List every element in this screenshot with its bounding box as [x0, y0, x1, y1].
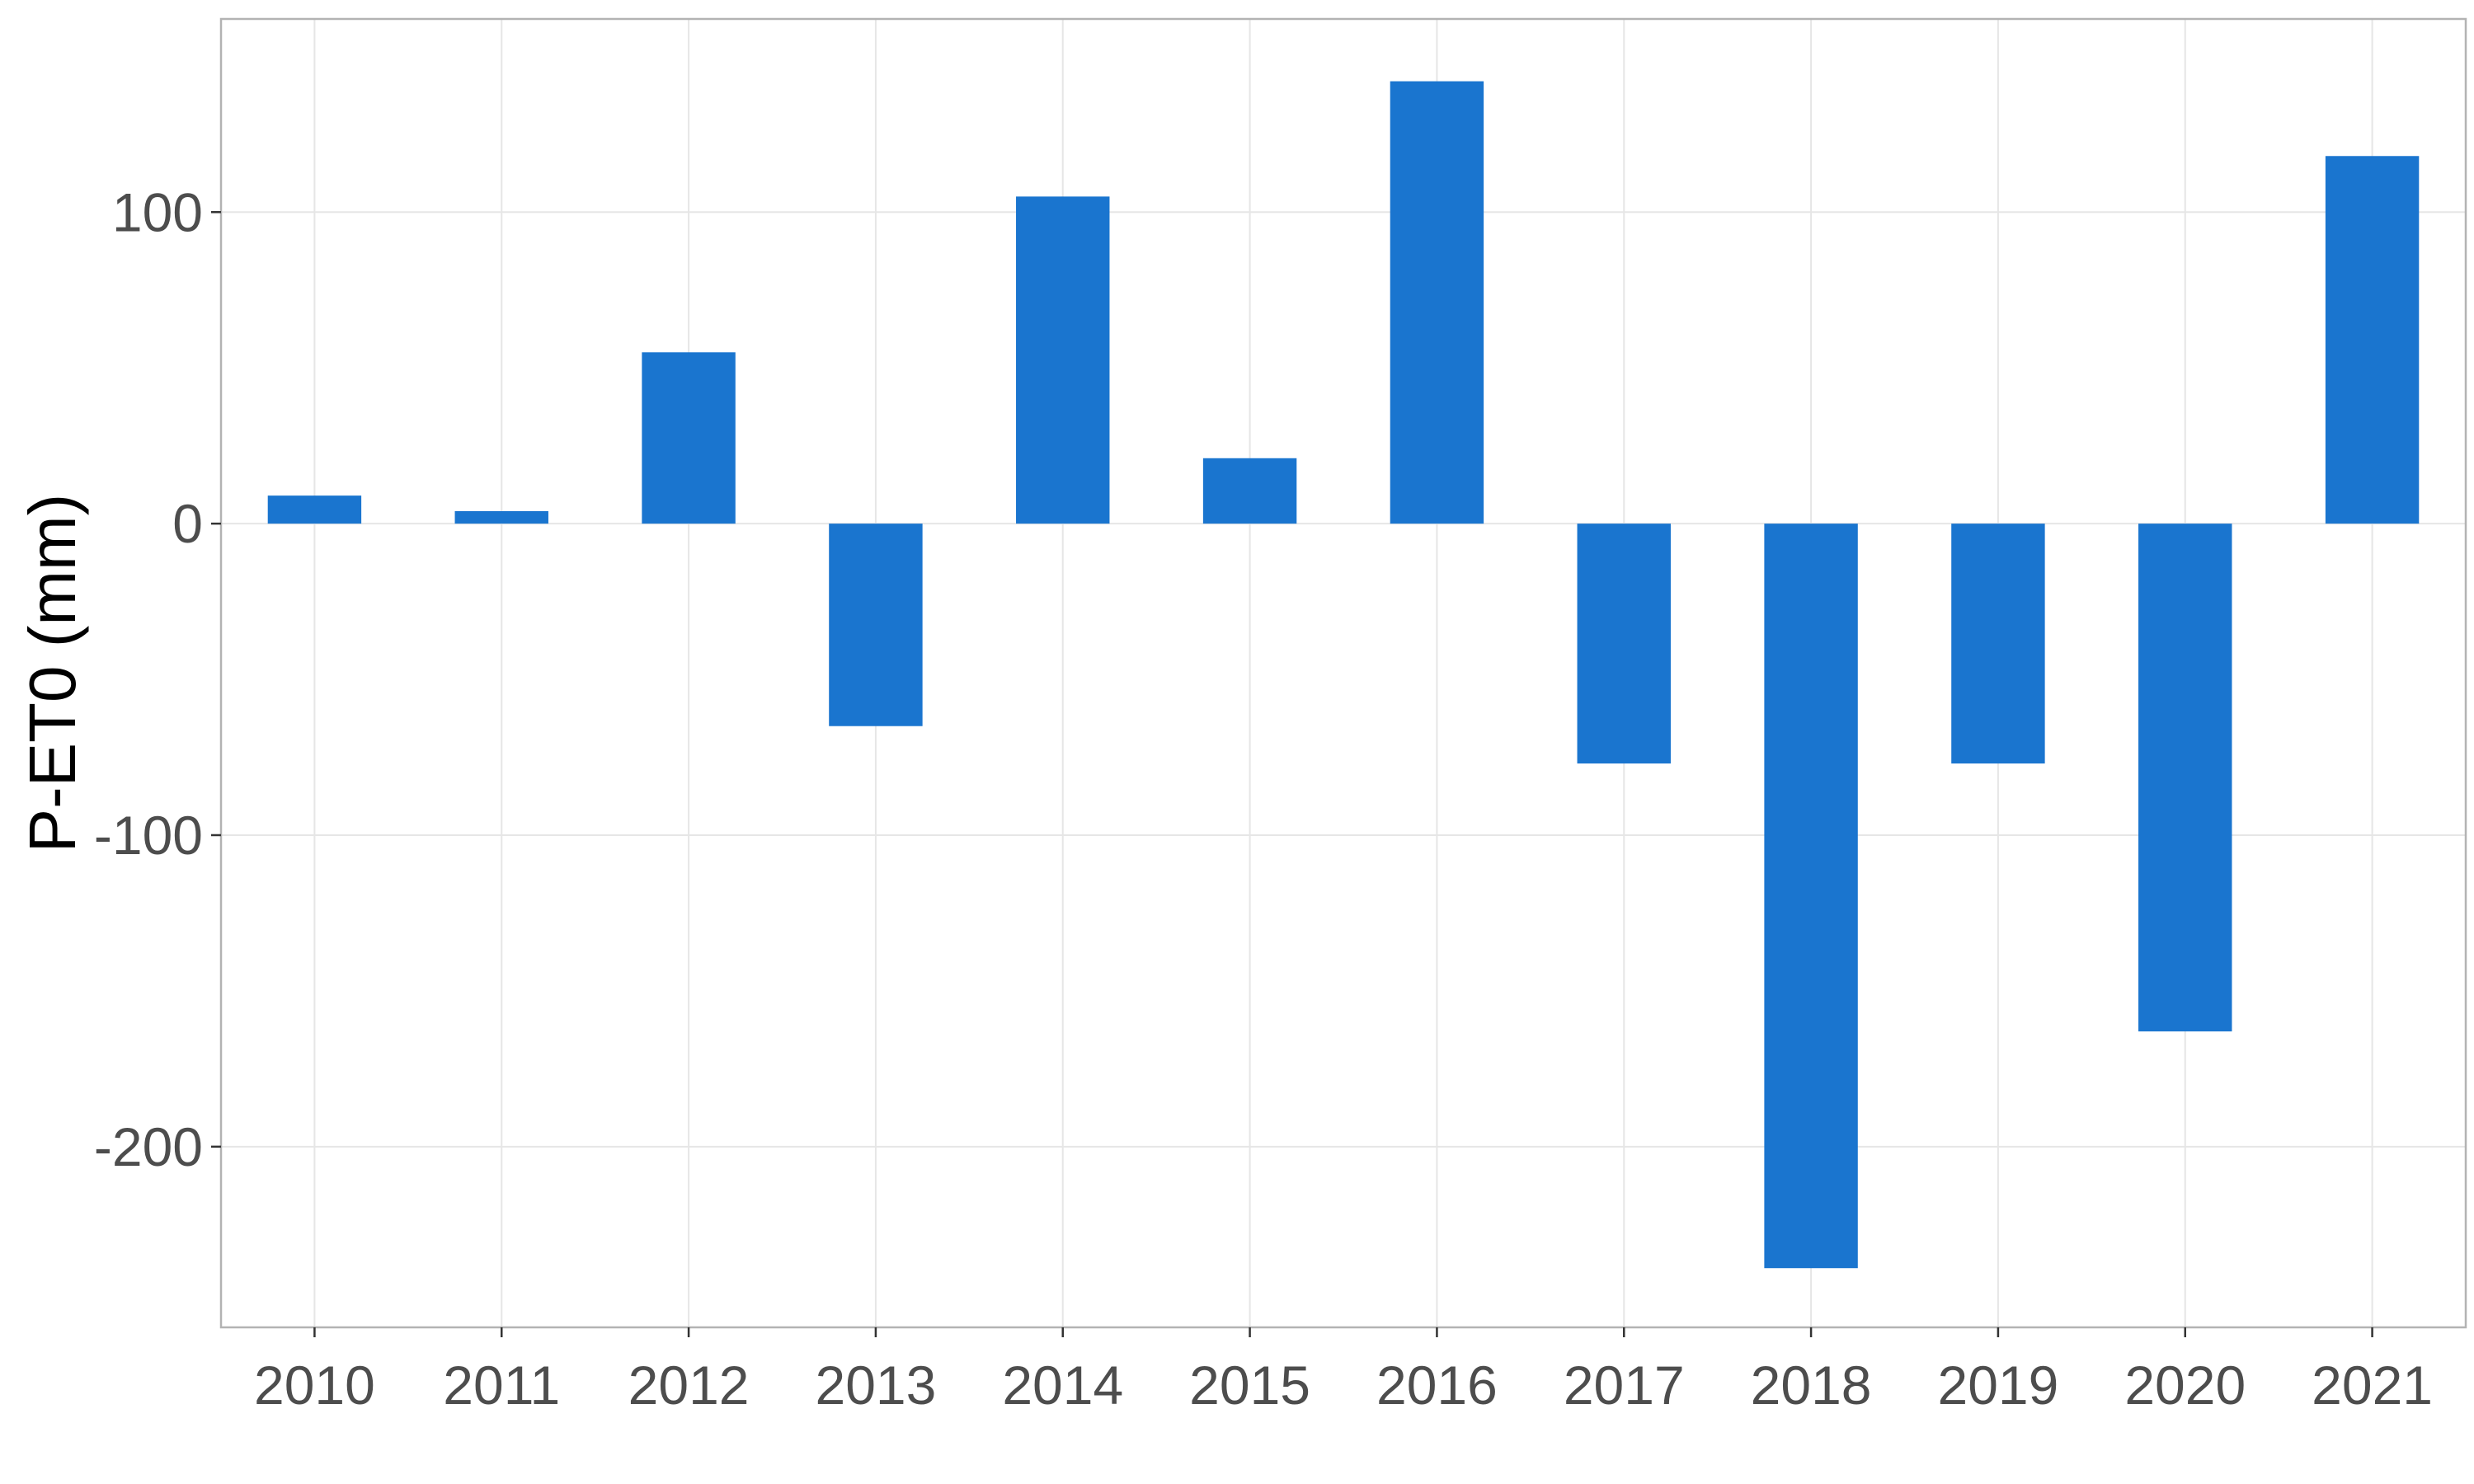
bar-2012: [642, 352, 736, 524]
x-tick-label: 2012: [628, 1355, 750, 1416]
bar-2018: [1764, 524, 1858, 1269]
x-tick-label: 2019: [1938, 1355, 2059, 1416]
x-tick-label: 2016: [1376, 1355, 1498, 1416]
x-tick-label: 2013: [816, 1355, 937, 1416]
x-tick-label: 2020: [2124, 1355, 2246, 1416]
bar-2020: [2138, 524, 2232, 1032]
x-tick-label: 2014: [1002, 1355, 1123, 1416]
x-tick-label: 2017: [1564, 1355, 1685, 1416]
y-axis-title: P-ET0 (mm): [16, 494, 89, 853]
bar-2021: [2325, 156, 2420, 524]
x-tick-label: 2018: [1751, 1355, 1872, 1416]
bar-2019: [1951, 524, 2045, 764]
y-tick-label: 0: [172, 493, 203, 554]
bar-2013: [829, 524, 923, 726]
y-tick-label: 100: [112, 181, 203, 242]
bar-2014: [1016, 196, 1110, 524]
bars: [267, 81, 2420, 1269]
x-tick-label: 2010: [254, 1355, 375, 1416]
panel-border: [219, 17, 2467, 1329]
bar-2011: [454, 511, 548, 524]
bar-2015: [1202, 458, 1297, 524]
y-tick-label: -200: [94, 1116, 203, 1177]
x-tick-label: 2011: [443, 1355, 560, 1416]
x-axis-ticks: 2010 2011 2012 2013 2014 2015 2016 2017 2018 2019…: [254, 1327, 2433, 1416]
y-axis-ticks: -200 -100 0 100: [94, 181, 221, 1177]
grid-lines: [221, 19, 2466, 1327]
bar-2016: [1390, 81, 1484, 524]
x-tick-label: 2015: [1189, 1355, 1310, 1416]
bar-2010: [267, 495, 362, 524]
y-tick-label: -100: [94, 805, 203, 866]
x-tick-label: 2021: [2312, 1355, 2433, 1416]
bar-2017: [1577, 524, 1671, 764]
